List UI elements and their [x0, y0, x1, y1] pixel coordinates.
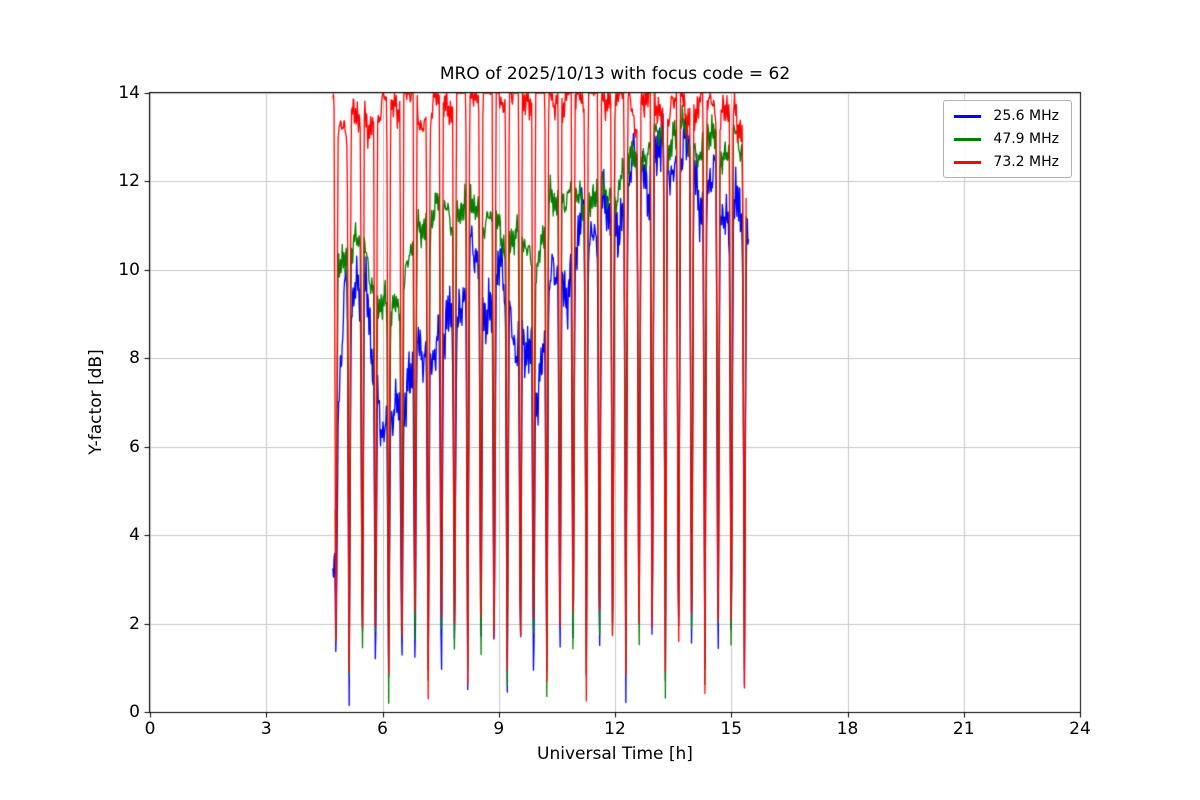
x-tick-label: 12	[604, 719, 626, 739]
legend-item: 25.6 MHz	[954, 108, 1059, 124]
legend-line-swatch	[954, 114, 982, 118]
y-tick-label: 2	[129, 613, 140, 634]
x-tick-label: 21	[952, 719, 975, 739]
x-tick-label: 6	[377, 719, 388, 739]
y-tick-label: 0	[129, 702, 140, 722]
legend-item: 73.2 MHz	[954, 154, 1059, 170]
y-tick-label: 10	[118, 259, 140, 280]
x-tick-label: 0	[144, 719, 156, 739]
legend-line-swatch	[954, 160, 982, 164]
legend-label: 25.6 MHz	[993, 108, 1059, 124]
legend-label: 47.9 MHz	[993, 131, 1059, 147]
legend-label: 73.2 MHz	[993, 154, 1059, 170]
x-tick-label: 9	[493, 719, 505, 739]
legend-line-swatch	[954, 137, 982, 141]
x-tick-label: 24	[1069, 719, 1091, 739]
y-tick-label: 12	[118, 171, 140, 192]
legend-item: 47.9 MHz	[954, 131, 1059, 147]
x-tick-label: 15	[720, 719, 743, 739]
y-tick-label: 6	[129, 436, 140, 457]
x-tick-label: 3	[260, 719, 272, 739]
y-tick-label: 14	[118, 83, 140, 103]
x-axis-label: Universal Time [h]	[537, 744, 693, 764]
y-tick-label: 4	[129, 525, 140, 546]
y-tick-label: 8	[129, 348, 140, 369]
x-tick-label: 18	[836, 719, 859, 739]
chart-title: MRO of 2025/10/13 with focus code = 62	[439, 64, 791, 84]
y-axis-label: Y-factor [dB]	[86, 349, 106, 455]
legend: 25.6 MHz 47.9 MHz 73.2 MHz	[943, 100, 1072, 178]
